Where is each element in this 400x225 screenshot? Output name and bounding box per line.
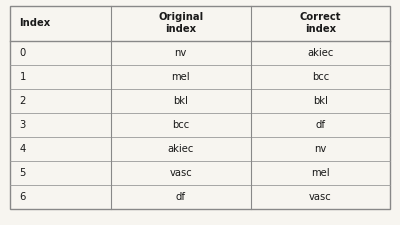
Text: nv: nv <box>314 144 326 154</box>
Text: 6: 6 <box>20 192 26 202</box>
Text: 1: 1 <box>20 72 26 82</box>
Text: mel: mel <box>171 72 190 82</box>
Text: akiec: akiec <box>307 47 334 58</box>
Text: Index: Index <box>20 18 51 28</box>
Text: Correct
index: Correct index <box>300 12 341 34</box>
Text: mel: mel <box>311 168 330 178</box>
Text: bkl: bkl <box>173 96 188 106</box>
Text: vasc: vasc <box>309 192 332 202</box>
Text: 3: 3 <box>20 120 26 130</box>
Text: 5: 5 <box>20 168 26 178</box>
Text: Original
index: Original index <box>158 12 203 34</box>
Text: df: df <box>176 192 186 202</box>
Text: nv: nv <box>174 47 187 58</box>
Text: 4: 4 <box>20 144 26 154</box>
Text: bcc: bcc <box>172 120 189 130</box>
Text: 0: 0 <box>20 47 26 58</box>
Text: bkl: bkl <box>313 96 328 106</box>
Text: akiec: akiec <box>168 144 194 154</box>
Text: df: df <box>316 120 326 130</box>
Text: 2: 2 <box>20 96 26 106</box>
Text: bcc: bcc <box>312 72 329 82</box>
Text: vasc: vasc <box>169 168 192 178</box>
